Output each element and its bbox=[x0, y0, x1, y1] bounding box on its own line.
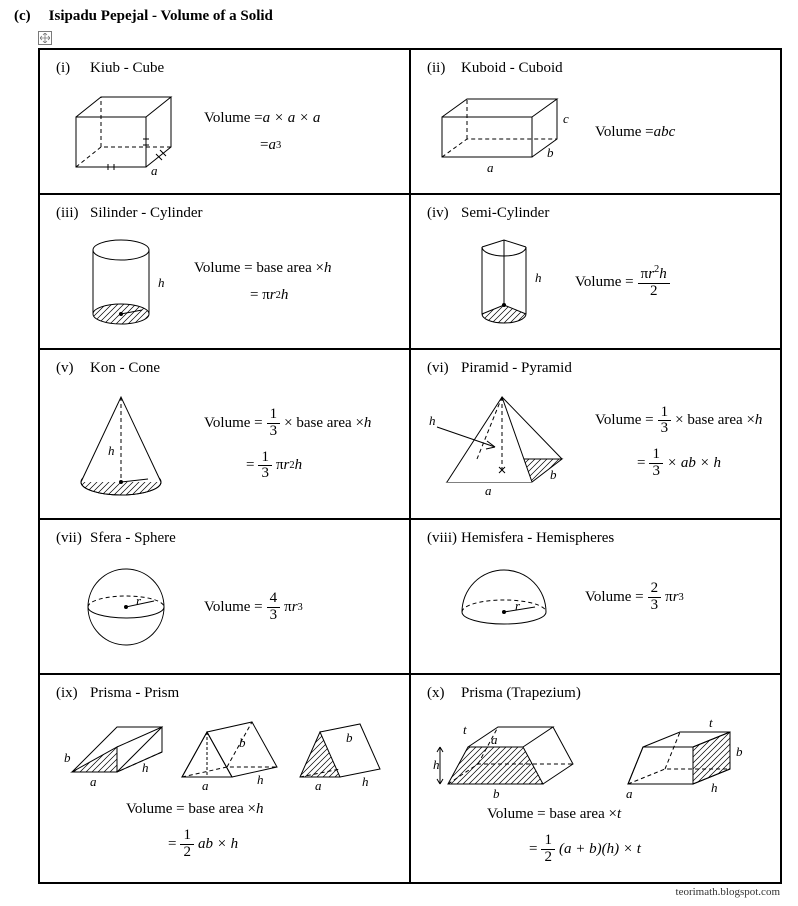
cell-title: (ii)Kuboid - Cuboid bbox=[427, 60, 768, 77]
cell-title: (x)Prisma (Trapezium) bbox=[427, 685, 768, 702]
svg-text:b: b bbox=[493, 786, 500, 801]
cone-formula: Volume = 13 × base area × h = 13 πr2h bbox=[204, 407, 371, 482]
svg-text:t: t bbox=[709, 715, 713, 730]
svg-text:b: b bbox=[346, 730, 353, 745]
svg-text:h: h bbox=[362, 774, 369, 789]
sphere-diagram: r bbox=[56, 557, 186, 657]
svg-text:a: a bbox=[151, 163, 158, 177]
cell-title: (v)Kon - Cone bbox=[56, 360, 397, 377]
cell-cuboid: (ii)Kuboid - Cuboid a b c bbox=[410, 49, 781, 194]
svg-text:h: h bbox=[433, 757, 440, 772]
cell-title: (viii)Hemisfera - Hemispheres bbox=[427, 530, 768, 547]
svg-text:b: b bbox=[239, 735, 246, 750]
move-table-icon bbox=[38, 31, 52, 45]
cell-cube: (i)Kiub - Cube a bbox=[39, 49, 410, 194]
hemisphere-diagram: r bbox=[427, 557, 567, 637]
svg-text:r: r bbox=[136, 593, 142, 608]
svg-text:h: h bbox=[257, 772, 264, 787]
sphere-formula: Volume = 43 πr3 bbox=[204, 591, 303, 624]
cell-prism: (ix)Prisma - Prism b a h bbox=[39, 674, 410, 883]
svg-text:a: a bbox=[315, 778, 322, 793]
page-header: (c) Isipadu Pepejal - Volume of a Solid bbox=[10, 8, 788, 25]
svg-text:h: h bbox=[158, 275, 165, 290]
svg-text:t: t bbox=[463, 722, 467, 737]
svg-text:a: a bbox=[626, 786, 633, 801]
cell-title: (iii)Silinder - Cylinder bbox=[56, 205, 397, 222]
prism-formula: Volume = base area × h = 12 ab × h bbox=[56, 797, 397, 861]
cell-hemisphere: (viii)Hemisfera - Hemispheres r Volume =… bbox=[410, 519, 781, 674]
cell-semicylinder: (iv)Semi-Cylinder h Volume = π bbox=[410, 194, 781, 349]
pyramid-formula: Volume = 13 × base area × h = 13 × ab × … bbox=[595, 405, 762, 480]
cell-title: (iv)Semi-Cylinder bbox=[427, 205, 768, 222]
svg-text:b: b bbox=[736, 744, 743, 759]
footer-credit: teorimath.blogspot.com bbox=[10, 886, 780, 898]
svg-text:a: a bbox=[90, 774, 97, 789]
cell-title: (ix)Prisma - Prism bbox=[56, 685, 397, 702]
cell-title: (vii)Sfera - Sphere bbox=[56, 530, 397, 547]
svg-text:b: b bbox=[547, 145, 554, 160]
cuboid-diagram: a b c bbox=[427, 87, 577, 177]
cell-title: (vi)Piramid - Pyramid bbox=[427, 360, 768, 377]
cylinder-diagram: h bbox=[56, 232, 176, 332]
svg-text:r: r bbox=[515, 598, 521, 613]
hemisphere-formula: Volume = 23 πr3 bbox=[585, 581, 684, 614]
svg-text:c: c bbox=[563, 111, 569, 126]
cell-sphere: (vii)Sfera - Sphere r Volume = 43 πr3 bbox=[39, 519, 410, 674]
cell-trapezium: (x)Prisma (Trapezium) h a b t bbox=[410, 674, 781, 883]
svg-text:a: a bbox=[491, 732, 498, 747]
semicylinder-formula: Volume = πr2h 2 bbox=[575, 264, 674, 300]
svg-text:b: b bbox=[64, 750, 71, 765]
section-label: (c) bbox=[14, 8, 31, 25]
svg-text:h: h bbox=[711, 780, 718, 795]
trapezium-formula: Volume = base area × t = 12 (a + b)(h) ×… bbox=[427, 802, 768, 866]
svg-text:h: h bbox=[142, 760, 149, 775]
prism-diagram: b a h a h b bbox=[56, 712, 397, 797]
cube-diagram: a bbox=[56, 87, 186, 177]
cell-cylinder: (iii)Silinder - Cylinder h Volume = base… bbox=[39, 194, 410, 349]
svg-text:h: h bbox=[429, 413, 436, 428]
semicylinder-diagram: h bbox=[427, 232, 557, 332]
cell-title: (i)Kiub - Cube bbox=[56, 60, 397, 77]
cell-pyramid: (vi)Piramid - Pyramid h a b bbox=[410, 349, 781, 519]
svg-text:a: a bbox=[487, 160, 494, 175]
cube-formula: Volume = a × a × a = a3 bbox=[204, 110, 320, 154]
svg-text:a: a bbox=[202, 778, 209, 793]
trapezium-diagram: h a b t a h b t bbox=[427, 712, 768, 802]
cylinder-formula: Volume = base area × h = πr2h bbox=[194, 260, 331, 304]
cell-cone: (v)Kon - Cone h Volume = 13 × base area … bbox=[39, 349, 410, 519]
svg-text:h: h bbox=[535, 270, 542, 285]
cone-diagram: h bbox=[56, 387, 186, 502]
svg-text:b: b bbox=[550, 467, 557, 482]
page-title: Isipadu Pepejal - Volume of a Solid bbox=[49, 8, 273, 25]
cuboid-formula: Volume = abc bbox=[595, 124, 675, 141]
pyramid-diagram: h a b bbox=[427, 387, 577, 497]
svg-text:h: h bbox=[108, 443, 115, 458]
svg-text:a: a bbox=[485, 483, 492, 497]
formula-table: (i)Kiub - Cube a bbox=[38, 48, 782, 884]
